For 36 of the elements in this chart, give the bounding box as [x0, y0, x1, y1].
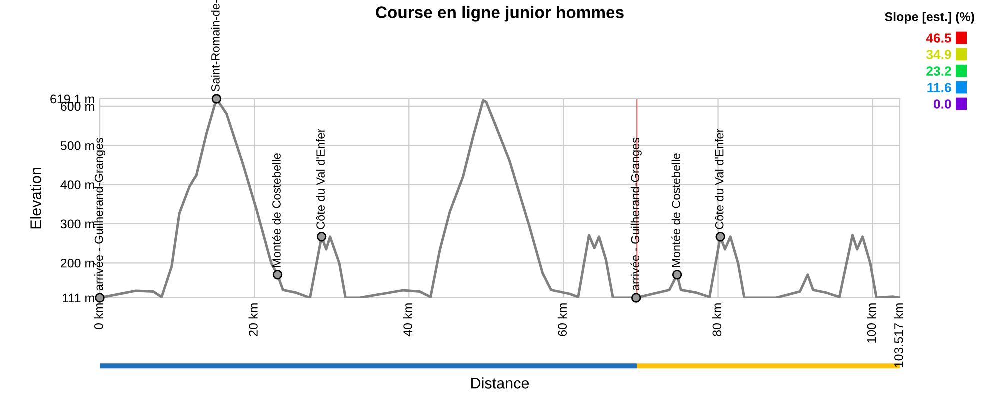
x-tick-label: 0 km [94, 304, 104, 330]
x-tick-label: 100 km [866, 304, 876, 343]
color-bar-label: 46.5 [926, 34, 952, 43]
y-axis-title: Elevation [30, 168, 42, 229]
x-tick-label: 80 km [712, 304, 722, 336]
color-bar-label: 23.2 [926, 66, 952, 76]
x-tick-label: 20 km [248, 304, 258, 336]
annotation: Saint-Romain-de- [211, 0, 220, 92]
chart-title: Course en ligne junior hommes [376, 6, 624, 22]
point [716, 232, 726, 242]
y-tick-label: 619.1 m [50, 94, 94, 104]
point [631, 293, 642, 303]
color-bar-label: 0.0 [934, 100, 952, 109]
annotation: Côte du Val d'Enfer [715, 129, 724, 230]
point [212, 94, 222, 104]
y-tick-label: 500 m [60, 141, 94, 150]
x-tick-label: 40 km [403, 304, 412, 337]
annotation: Montée de Costebelle [672, 154, 680, 267]
annotation: Côte du Val d'Enfer [316, 129, 325, 230]
y-tick-label: 300 m [60, 220, 94, 229]
y-tick-label: 200 m [61, 258, 94, 268]
point [316, 232, 327, 242]
annotation: Montée de Costebelle [272, 154, 281, 267]
color-bar-label: 34.9 [926, 50, 952, 60]
point [672, 270, 682, 280]
y-tick-label: 111 m [63, 294, 94, 303]
color-bar-label: 11.6 [928, 83, 952, 92]
x-axis-title: Distance [472, 378, 530, 389]
point [95, 293, 105, 303]
x-tick-label: 103.517 km [894, 304, 904, 368]
y-tick-label: 400 m [60, 180, 94, 190]
annotation: arrivée - Guilherand-Granges [94, 138, 106, 291]
point [272, 270, 283, 280]
annotation: arrivée - Guilherand-Granges [630, 138, 642, 291]
x-tick-label: 60 km [558, 304, 568, 336]
color-bar-title: Slope [est.] (%) [885, 12, 974, 24]
